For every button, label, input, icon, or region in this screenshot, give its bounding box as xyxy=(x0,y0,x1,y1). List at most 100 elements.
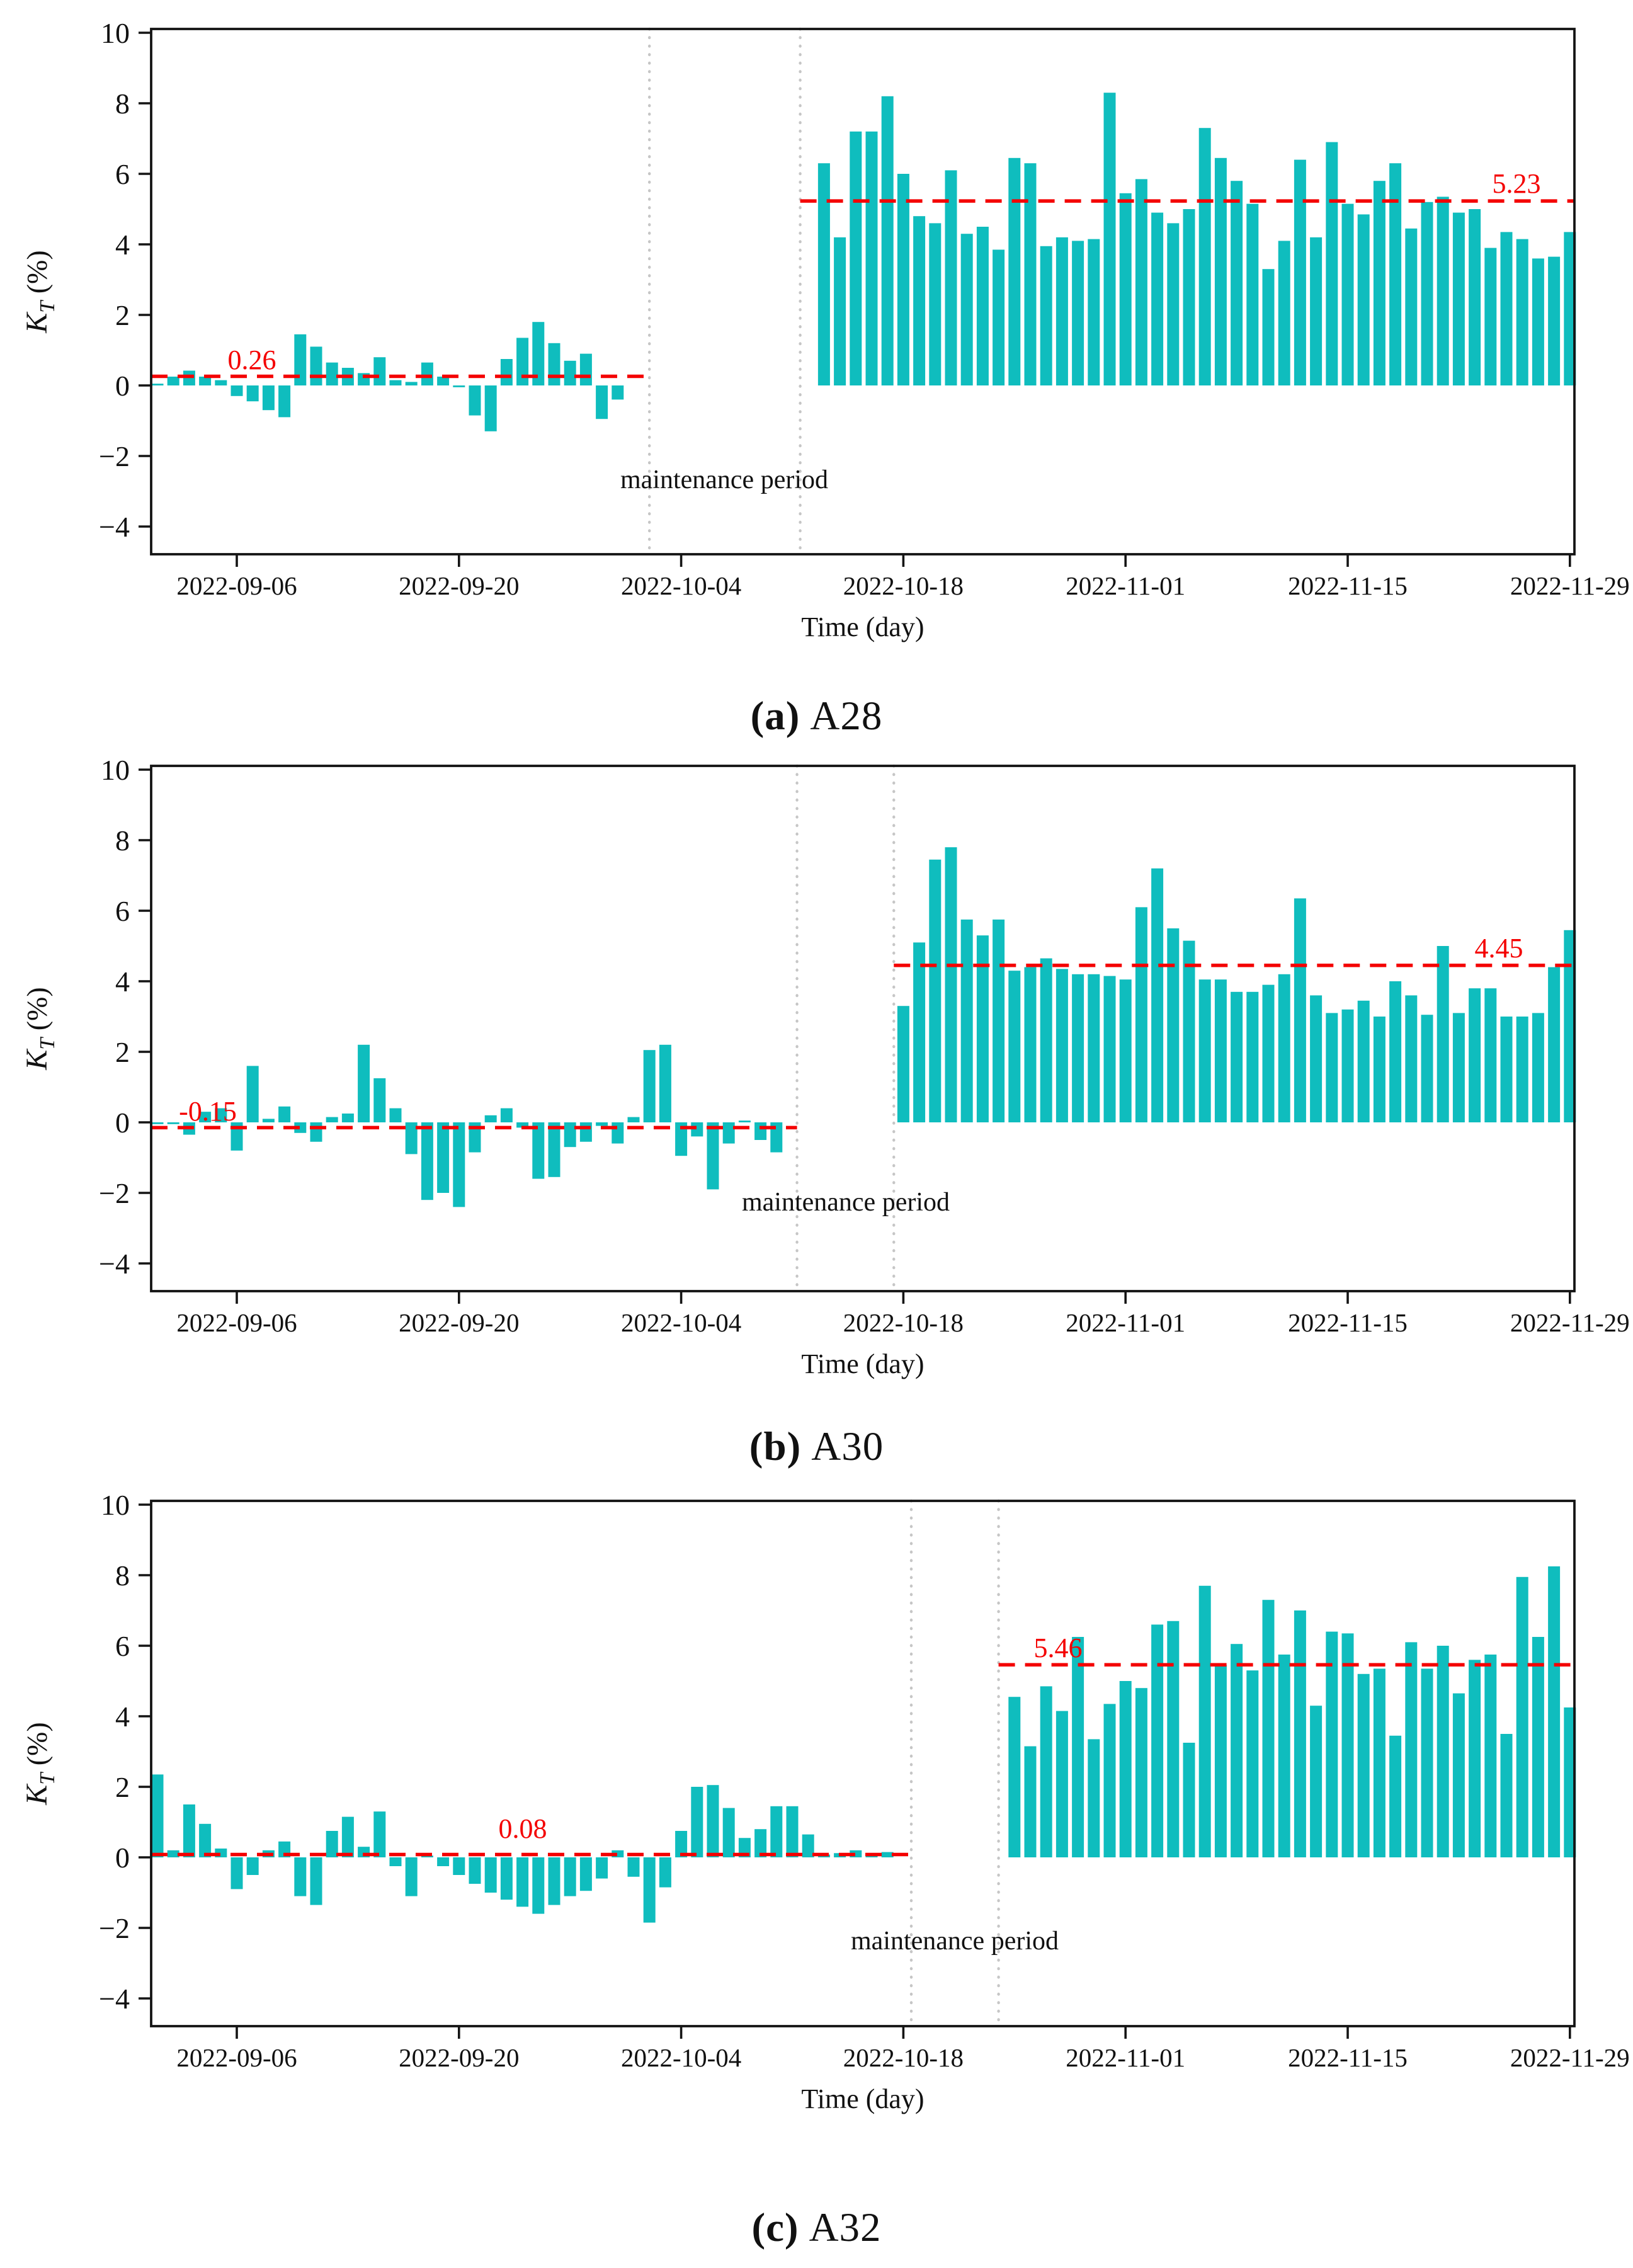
bar xyxy=(1294,159,1306,385)
x-tick-label: 2022-09-06 xyxy=(176,2043,297,2072)
y-tick-label: −2 xyxy=(99,1177,130,1209)
y-tick-label: 8 xyxy=(115,1559,130,1592)
bar xyxy=(1055,969,1068,1122)
bar xyxy=(1357,1000,1370,1122)
bar xyxy=(770,1806,783,1857)
plot-frame xyxy=(150,765,1576,1292)
y-tick-label: −2 xyxy=(99,440,130,472)
bar xyxy=(453,385,465,387)
bar xyxy=(1198,979,1211,1122)
x-tick-label: 2022-11-01 xyxy=(1066,1308,1185,1337)
y-tick-label: 10 xyxy=(101,1489,130,1521)
bar xyxy=(1119,979,1132,1122)
bar xyxy=(865,131,878,386)
bar xyxy=(1072,241,1084,385)
x-tick-label: 2022-09-06 xyxy=(176,1308,297,1337)
bar xyxy=(596,1122,608,1126)
y-axis-label: KT (%) xyxy=(20,1722,59,1805)
bar xyxy=(1532,1637,1544,1857)
bar xyxy=(1532,258,1544,385)
bar xyxy=(881,1852,894,1857)
y-tick-label: 2 xyxy=(115,299,130,331)
mean-value-label: 4.45 xyxy=(1475,933,1523,964)
bar xyxy=(373,1811,386,1857)
bar xyxy=(1214,979,1227,1122)
bar xyxy=(437,1857,450,1866)
bar xyxy=(1231,1644,1243,1857)
bar xyxy=(1469,988,1481,1122)
y-axis-label: KT (%) xyxy=(20,250,59,333)
bar xyxy=(1167,223,1180,385)
bar xyxy=(373,1078,386,1122)
bar xyxy=(389,380,402,385)
bar xyxy=(913,216,926,385)
bar xyxy=(1198,128,1211,385)
bar xyxy=(548,343,560,385)
bar xyxy=(294,334,307,385)
bar xyxy=(453,1857,465,1875)
x-tick-label: 2022-10-18 xyxy=(843,1308,964,1337)
bar xyxy=(1214,157,1227,386)
chart-a30: maintenance period -0.15 4.45 10 8 6 4 2 0 −2 −4 20… xyxy=(20,754,1630,1379)
bar xyxy=(1564,232,1576,385)
x-tick-label: 2022-09-20 xyxy=(399,1308,519,1337)
maintenance-label: maintenance period xyxy=(851,1927,1059,1956)
bar xyxy=(262,385,275,411)
x-tick-label: 2022-10-04 xyxy=(621,2043,741,2072)
bar xyxy=(1119,193,1132,385)
bar xyxy=(326,1117,338,1122)
chart-a28: maintenance period 0.26 5.23 10 8 6 4 2 0 −2 −4 202… xyxy=(20,17,1630,642)
bar xyxy=(500,1857,513,1900)
bar xyxy=(1231,181,1243,385)
bar xyxy=(627,1857,640,1877)
bar xyxy=(960,920,973,1122)
bar xyxy=(976,935,989,1122)
bar xyxy=(405,1857,418,1896)
bar xyxy=(945,847,957,1122)
bar xyxy=(532,1857,545,1914)
bar xyxy=(929,223,942,385)
x-tick-label: 2022-10-18 xyxy=(843,571,964,600)
bar xyxy=(1341,1009,1354,1122)
y-tick-label: 0 xyxy=(115,1107,130,1139)
mean-value-label: 0.08 xyxy=(499,1813,547,1844)
bar xyxy=(437,1122,450,1193)
bar xyxy=(500,359,513,385)
bar xyxy=(579,1122,592,1142)
bar xyxy=(691,1122,703,1137)
bar xyxy=(1008,971,1021,1122)
bar xyxy=(326,1831,338,1857)
x-axis-label: Time (day) xyxy=(801,612,924,642)
bar xyxy=(389,1857,402,1866)
y-tick-label: 4 xyxy=(115,229,130,261)
bar xyxy=(1103,93,1116,385)
bar xyxy=(421,1855,433,1857)
bar xyxy=(1231,991,1243,1122)
bar xyxy=(373,357,386,385)
bar xyxy=(469,385,481,416)
chart-a32: maintenance period 0.08 5.46 10 8 6 4 2 0 −2 −4 202… xyxy=(20,1489,1630,2114)
bar xyxy=(1373,181,1385,385)
bar xyxy=(1564,1707,1576,1857)
bar xyxy=(993,249,1005,385)
maintenance-label: maintenance period xyxy=(742,1188,950,1217)
x-tick-label: 2022-11-01 xyxy=(1066,571,1185,600)
bar xyxy=(183,1804,195,1857)
bar xyxy=(294,1122,307,1133)
bar xyxy=(1167,1621,1180,1857)
bar xyxy=(1389,1735,1402,1857)
x-tick-label: 2022-11-15 xyxy=(1288,2043,1408,2072)
bar xyxy=(1008,157,1021,386)
maintenance-label: maintenance period xyxy=(620,465,828,494)
x-tick-label: 2022-11-29 xyxy=(1510,1308,1630,1337)
y-tick-label: 6 xyxy=(115,158,130,190)
bar xyxy=(1326,1013,1338,1122)
bar xyxy=(421,362,433,385)
bar xyxy=(1040,958,1052,1122)
x-tick-label: 2022-10-18 xyxy=(843,2043,964,2072)
bar xyxy=(627,1117,640,1122)
bar xyxy=(1532,1013,1544,1122)
bar xyxy=(532,322,545,385)
bar xyxy=(897,1006,909,1122)
bar xyxy=(1357,1673,1370,1857)
